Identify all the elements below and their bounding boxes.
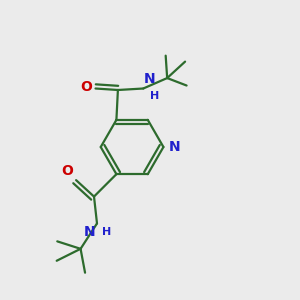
Text: N: N <box>144 72 156 86</box>
Text: O: O <box>80 80 92 94</box>
Text: H: H <box>102 227 112 237</box>
Text: O: O <box>61 164 73 178</box>
Text: N: N <box>84 225 95 239</box>
Text: H: H <box>150 92 159 101</box>
Text: N: N <box>169 140 180 154</box>
